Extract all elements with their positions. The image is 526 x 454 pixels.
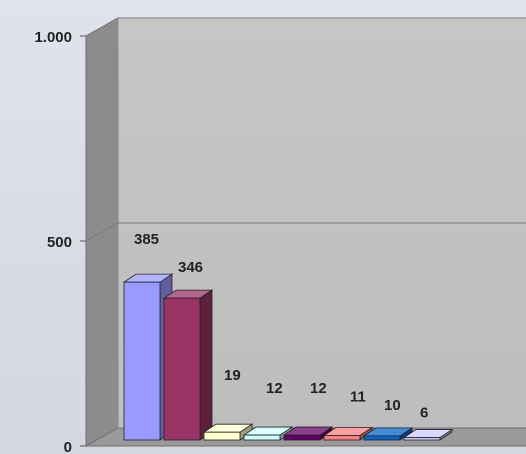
bar-front: [323, 435, 361, 441]
bar-side: [199, 289, 213, 441]
gridline: [85, 17, 526, 37]
bar: [162, 289, 214, 441]
data-label: 19: [224, 367, 241, 384]
y-tick-label: 500: [47, 234, 72, 251]
gridline: [85, 222, 526, 242]
data-label: 10: [384, 397, 401, 414]
data-labels: 385 346 19 12 12 11 10 6: [134, 231, 428, 421]
data-label: 12: [310, 380, 327, 397]
bar-front: [163, 297, 201, 441]
data-label: 346: [178, 259, 203, 276]
bar-front: [203, 431, 241, 441]
bar-front: [283, 434, 321, 441]
bar: [282, 426, 334, 441]
bar: [322, 426, 374, 441]
y-tick-label: 0: [64, 439, 72, 454]
bar: [202, 423, 254, 441]
bars: [122, 273, 454, 441]
bar: [402, 428, 454, 441]
bar-front: [363, 435, 401, 441]
data-label: 11: [350, 388, 366, 405]
bar-front: [243, 434, 281, 441]
data-label: 6: [420, 405, 428, 422]
y-axis-ticks: 0 500 1.000: [34, 29, 86, 454]
y-tick-label: 1.000: [34, 29, 72, 46]
data-label: 385: [134, 231, 159, 248]
gridlines: [85, 17, 526, 242]
data-label: 12: [266, 380, 283, 397]
bar: [242, 426, 294, 441]
bar-front: [403, 437, 441, 441]
bar-front: [123, 281, 161, 441]
